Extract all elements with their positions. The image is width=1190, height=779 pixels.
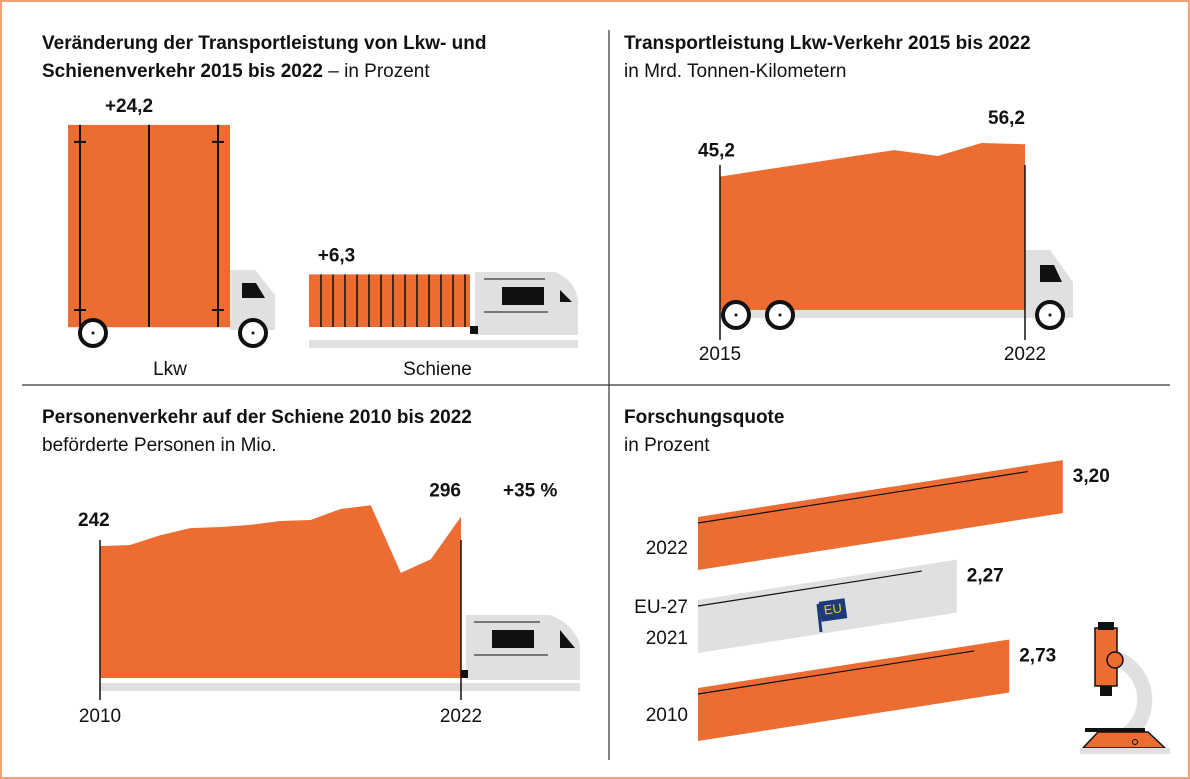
- value-label: 2,27: [967, 566, 1004, 587]
- x-tick-label: 2022: [1004, 344, 1046, 365]
- chart-heading: Transportleistung Lkw-Verkehr 2015 bis 2…: [624, 30, 1164, 86]
- x-tick-label: 2015: [699, 344, 741, 365]
- hub: [92, 332, 95, 335]
- annotation: +35 %: [503, 481, 558, 502]
- chart-title: Personenverkehr auf der Schiene 2010 bis…: [42, 404, 582, 432]
- value-label: 2,73: [1019, 645, 1056, 666]
- hub: [779, 314, 782, 317]
- value-label: 242: [78, 510, 110, 531]
- flag-label: EU: [823, 600, 843, 617]
- chart-subtitle: in Prozent: [624, 432, 1164, 460]
- chart-subtitle: – in Prozent: [328, 61, 429, 82]
- microscope: [1080, 622, 1170, 754]
- hub: [252, 332, 255, 335]
- value-label: 45,2: [698, 141, 735, 162]
- hub: [1049, 314, 1052, 317]
- category-label: EU-27 2021: [608, 592, 688, 654]
- page: +24,2 Lkw +6,3 Schiene 2015 2022 45,2 56,2 2010 2…: [0, 0, 1190, 779]
- x-tick-label: 2022: [440, 706, 482, 727]
- chart-heading: Veränderung der Transportleistung von Lk…: [42, 30, 582, 86]
- category-label: 2010: [608, 700, 688, 731]
- value-label: 3,20: [1073, 466, 1110, 487]
- area: [100, 505, 461, 678]
- chart-heading: Personenverkehr auf der Schiene 2010 bis…: [42, 404, 582, 460]
- value-label: 56,2: [988, 108, 1025, 129]
- value-label: 296: [429, 481, 461, 502]
- chart-subtitle: in Mrd. Tonnen-Kilometern: [624, 58, 1164, 86]
- area: [720, 143, 1025, 310]
- value-label: +6,3: [318, 245, 356, 266]
- chart-subtitle: beförderte Personen in Mio.: [42, 432, 582, 460]
- chart-title: Transportleistung Lkw-Verkehr 2015 bis 2…: [624, 30, 1164, 58]
- hub: [735, 314, 738, 317]
- value-label: +24,2: [105, 96, 153, 117]
- infographic: +24,2 Lkw +6,3 Schiene 2015 2022 45,2 56,2 2010 2…: [0, 0, 1190, 779]
- category-label: Schiene: [403, 359, 472, 380]
- chart-title: Forschungsquote: [624, 404, 1164, 432]
- x-tick-label: 2010: [79, 706, 121, 727]
- category-label: 2022: [608, 533, 688, 564]
- bar: [698, 639, 1009, 741]
- category-label: Lkw: [153, 359, 187, 380]
